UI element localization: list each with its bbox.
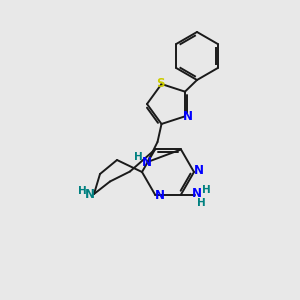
Text: H: H <box>78 186 86 196</box>
Text: N: N <box>142 157 152 169</box>
Text: N: N <box>192 187 202 200</box>
Text: H: H <box>196 197 206 208</box>
Text: N: N <box>194 164 204 178</box>
Text: N: N <box>183 110 193 123</box>
Text: S: S <box>156 76 165 89</box>
Text: N: N <box>85 188 95 200</box>
Text: N: N <box>155 189 165 202</box>
Text: H: H <box>134 152 143 162</box>
Text: H: H <box>202 184 210 194</box>
